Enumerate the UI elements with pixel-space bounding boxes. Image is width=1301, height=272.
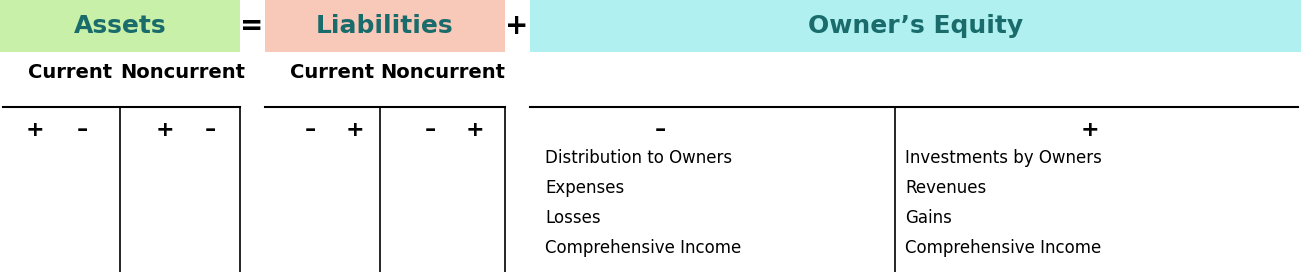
- Text: Noncurrent: Noncurrent: [120, 63, 245, 82]
- Text: Owner’s Equity: Owner’s Equity: [808, 14, 1023, 38]
- Text: Distribution to Owners: Distribution to Owners: [545, 149, 732, 167]
- Text: Comprehensive Income: Comprehensive Income: [545, 239, 742, 257]
- Text: Revenues: Revenues: [905, 179, 986, 197]
- Text: Current: Current: [29, 63, 112, 82]
- Text: Assets: Assets: [74, 14, 167, 38]
- Text: Liabilities: Liabilities: [316, 14, 454, 38]
- Text: –: –: [204, 120, 216, 140]
- Text: –: –: [304, 120, 316, 140]
- Text: –: –: [424, 120, 436, 140]
- Text: +: +: [505, 12, 528, 40]
- Text: Expenses: Expenses: [545, 179, 624, 197]
- Text: +: +: [156, 120, 174, 140]
- Bar: [0, 0, 239, 52]
- Bar: [265, 0, 505, 52]
- Text: Losses: Losses: [545, 209, 601, 227]
- Text: –: –: [77, 120, 87, 140]
- Text: Investments by Owners: Investments by Owners: [905, 149, 1102, 167]
- Text: –: –: [654, 120, 666, 140]
- Text: Noncurrent: Noncurrent: [380, 63, 505, 82]
- Text: +: +: [346, 120, 364, 140]
- Text: +: +: [26, 120, 44, 140]
- Bar: [530, 0, 1301, 52]
- Text: Comprehensive Income: Comprehensive Income: [905, 239, 1101, 257]
- Text: Gains: Gains: [905, 209, 952, 227]
- Text: +: +: [1081, 120, 1099, 140]
- Text: Current: Current: [290, 63, 375, 82]
- Text: =: =: [241, 12, 264, 40]
- Text: +: +: [466, 120, 484, 140]
